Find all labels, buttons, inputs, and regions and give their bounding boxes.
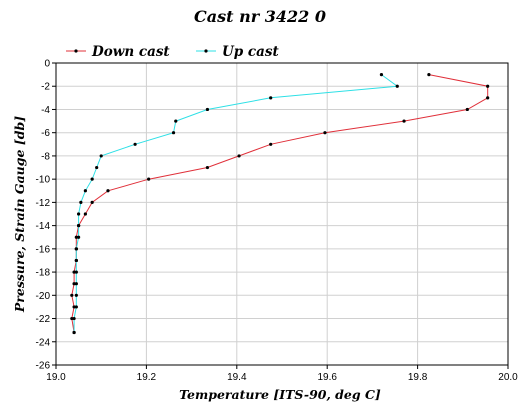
grid <box>55 62 509 366</box>
y-tick-label: 0 <box>44 59 50 70</box>
legend-label-up-cast: Up cast <box>222 44 279 60</box>
data-point-up-cast <box>205 107 210 112</box>
data-point-down-cast <box>72 305 76 309</box>
x-tick-label: 19.4 <box>227 372 247 383</box>
data-point-down-cast <box>72 270 76 274</box>
y-tick-label: -4 <box>41 105 50 116</box>
data-point-up-cast <box>72 316 76 321</box>
data-point-down-cast <box>323 131 327 135</box>
data-point-up-cast <box>74 258 78 263</box>
x-axis-label: Temperature [ITS-90, deg C] <box>179 387 381 402</box>
series-line-down-cast <box>71 74 489 333</box>
y-tick-label: -18 <box>36 268 51 279</box>
y-tick-label: -14 <box>36 221 51 232</box>
data-point-down-cast <box>486 84 490 88</box>
legend-item-down-cast: Down cast <box>66 44 170 60</box>
legend-label-down-cast: Down cast <box>91 44 170 60</box>
y-tick-label: -12 <box>36 198 51 209</box>
data-point-up-cast <box>171 131 176 135</box>
data-point-down-cast <box>402 119 406 123</box>
legend-item-up-cast: Up cast <box>196 44 279 60</box>
x-tick-label: 19.2 <box>137 372 157 383</box>
data-point-up-cast <box>74 293 78 297</box>
data-point-up-cast <box>83 189 87 193</box>
y-tick-label: -16 <box>36 244 51 255</box>
y-tick-label: -2 <box>41 82 50 93</box>
y-tick-label: -8 <box>41 151 50 162</box>
data-point-down-cast <box>147 177 151 181</box>
y-tick-label: -10 <box>36 175 51 186</box>
chart-title: Cast nr 3422 0 <box>194 7 326 26</box>
data-point-down-cast <box>486 96 490 100</box>
data-point-down-cast <box>205 165 210 170</box>
data-point-up-cast <box>74 247 78 251</box>
x-tick-label: 20.0 <box>498 372 518 383</box>
y-tick-label: -22 <box>36 314 51 325</box>
data-point-up-cast <box>74 305 78 309</box>
plot-frame <box>55 62 509 366</box>
axes: 19.0 19.2 19.4 19.6 19.8 20.0 0 -2 -4 -6 -8 -10 -12 -… <box>36 59 519 384</box>
series <box>70 73 490 335</box>
x-tick-label: 19.0 <box>46 372 66 383</box>
y-tick-label: -26 <box>36 361 51 372</box>
data-point-up-cast <box>77 212 81 216</box>
y-tick-label: -20 <box>36 291 51 302</box>
data-point-up-cast <box>79 200 83 204</box>
data-point-down-cast <box>70 293 74 297</box>
x-tick-label: 19.8 <box>408 372 428 383</box>
data-point-up-cast <box>90 177 94 181</box>
data-point-down-cast <box>90 200 94 204</box>
data-point-down-cast <box>106 189 110 193</box>
data-point-down-cast <box>465 107 469 112</box>
data-point-up-cast <box>174 119 178 123</box>
data-point-up-cast <box>379 73 384 77</box>
series-line-up-cast <box>73 74 399 333</box>
data-point-down-cast <box>70 316 74 321</box>
x-tick-label: 19.6 <box>317 372 337 383</box>
data-point-down-cast <box>269 142 273 146</box>
series-up-cast <box>72 73 399 335</box>
legend-marker-down-cast <box>74 49 78 53</box>
data-point-up-cast <box>95 165 99 170</box>
legend: Down cast Up cast <box>66 44 279 60</box>
data-point-down-cast <box>74 235 78 239</box>
data-point-up-cast <box>72 330 76 335</box>
data-point-up-cast <box>77 224 81 228</box>
data-point-down-cast <box>237 154 241 158</box>
data-point-up-cast <box>395 84 399 88</box>
data-point-down-cast <box>72 282 76 286</box>
data-point-up-cast <box>77 235 81 239</box>
data-point-down-cast <box>427 73 431 77</box>
y-axis-label: Pressure, Strain Gauge [db] <box>12 116 27 313</box>
data-point-up-cast <box>133 142 137 146</box>
data-point-up-cast <box>99 154 103 158</box>
y-tick-label: -24 <box>36 337 51 348</box>
data-point-up-cast <box>74 270 78 274</box>
data-point-down-cast <box>83 212 87 216</box>
data-point-up-cast <box>269 96 273 100</box>
data-point-up-cast <box>74 282 78 286</box>
legend-marker-up-cast <box>204 49 208 53</box>
y-tick-label: -6 <box>41 128 50 139</box>
